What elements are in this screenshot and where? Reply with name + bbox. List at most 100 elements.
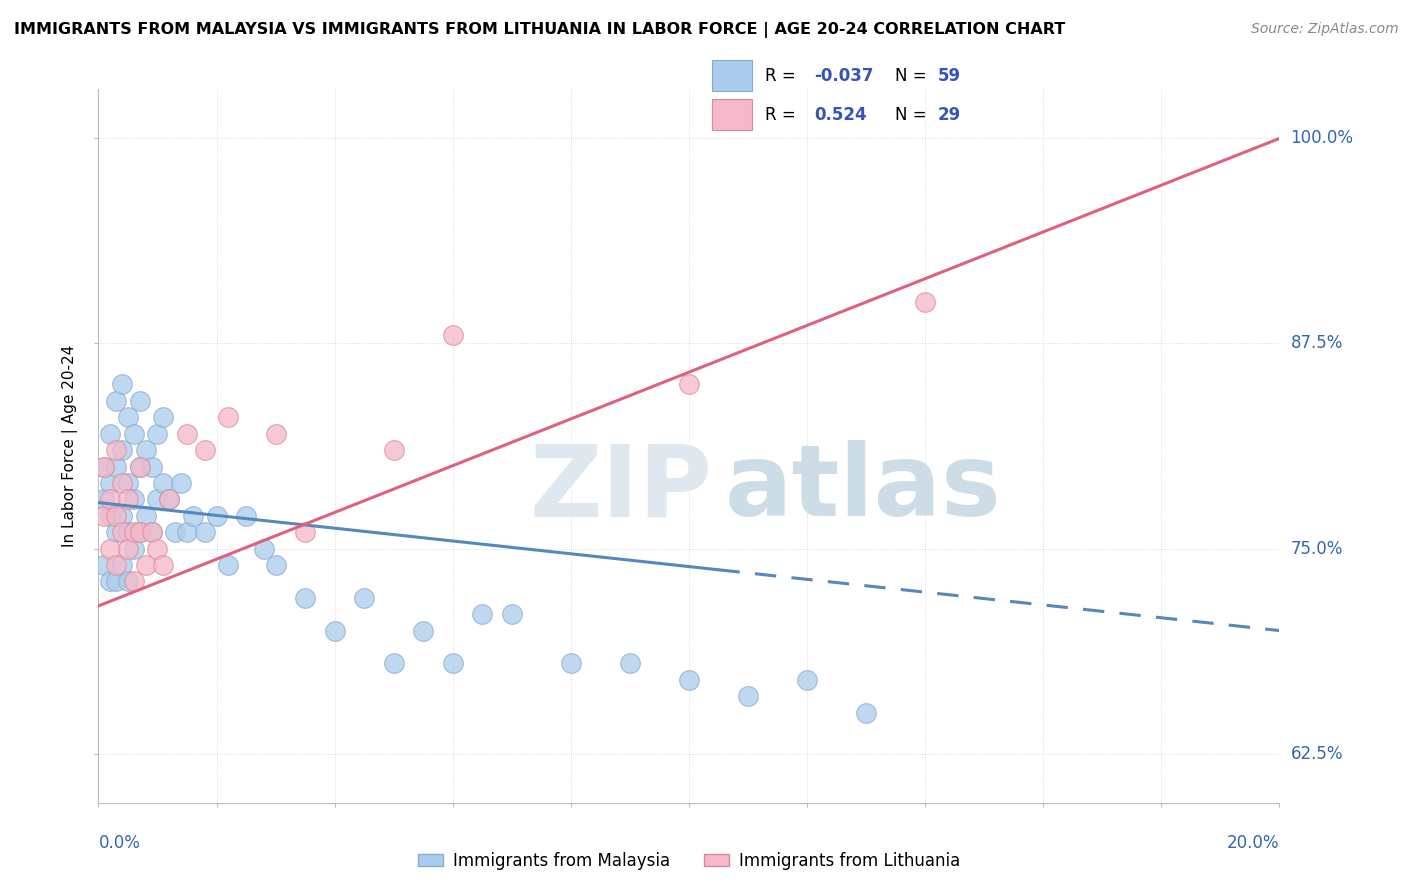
Point bbox=[105, 574, 128, 589]
Text: 75.0%: 75.0% bbox=[1291, 540, 1343, 558]
Point bbox=[128, 459, 150, 474]
Text: 62.5%: 62.5% bbox=[1291, 745, 1343, 763]
Point bbox=[117, 492, 139, 507]
Point bbox=[194, 443, 217, 458]
Point bbox=[98, 475, 121, 490]
Point bbox=[98, 426, 121, 441]
Point bbox=[135, 443, 157, 458]
Point bbox=[141, 525, 163, 540]
Point bbox=[128, 459, 150, 474]
Point bbox=[117, 475, 139, 490]
Point bbox=[264, 426, 287, 441]
Point bbox=[111, 377, 134, 392]
Point bbox=[122, 492, 145, 507]
Point bbox=[105, 459, 128, 474]
Point bbox=[157, 492, 180, 507]
Point bbox=[135, 558, 157, 572]
Point bbox=[181, 508, 204, 523]
Text: 29: 29 bbox=[938, 105, 962, 123]
Text: 100.0%: 100.0% bbox=[1291, 129, 1354, 147]
Text: IMMIGRANTS FROM MALAYSIA VS IMMIGRANTS FROM LITHUANIA IN LABOR FORCE | AGE 20-24: IMMIGRANTS FROM MALAYSIA VS IMMIGRANTS F… bbox=[14, 22, 1066, 38]
Point bbox=[235, 508, 257, 523]
Point bbox=[678, 377, 700, 392]
Point bbox=[146, 492, 169, 507]
Point bbox=[353, 591, 375, 605]
Point bbox=[93, 492, 115, 507]
Point bbox=[111, 558, 134, 572]
Point bbox=[165, 525, 187, 540]
Point bbox=[128, 393, 150, 408]
Point bbox=[135, 508, 157, 523]
Point bbox=[117, 410, 139, 425]
Point bbox=[152, 475, 174, 490]
Point bbox=[217, 558, 239, 572]
Text: 59: 59 bbox=[938, 67, 962, 85]
Point bbox=[98, 508, 121, 523]
Point bbox=[441, 657, 464, 671]
Point bbox=[323, 624, 346, 638]
Point bbox=[122, 541, 145, 556]
Text: Source: ZipAtlas.com: Source: ZipAtlas.com bbox=[1251, 22, 1399, 37]
Point bbox=[205, 508, 228, 523]
Legend: Immigrants from Malaysia, Immigrants from Lithuania: Immigrants from Malaysia, Immigrants fro… bbox=[412, 846, 966, 877]
Point bbox=[105, 443, 128, 458]
Point bbox=[141, 525, 163, 540]
Point bbox=[501, 607, 523, 622]
Point bbox=[146, 541, 169, 556]
Point bbox=[105, 558, 128, 572]
Point bbox=[105, 525, 128, 540]
Point bbox=[217, 410, 239, 425]
Y-axis label: In Labor Force | Age 20-24: In Labor Force | Age 20-24 bbox=[62, 345, 79, 547]
Point bbox=[382, 657, 405, 671]
Text: R =: R = bbox=[765, 105, 801, 123]
Point bbox=[98, 541, 121, 556]
Point bbox=[117, 574, 139, 589]
Point bbox=[194, 525, 217, 540]
Point bbox=[117, 541, 139, 556]
Point bbox=[678, 673, 700, 687]
Text: 0.0%: 0.0% bbox=[98, 834, 141, 852]
Point bbox=[117, 525, 139, 540]
Point bbox=[152, 558, 174, 572]
Point bbox=[176, 525, 198, 540]
Text: N =: N = bbox=[894, 105, 932, 123]
Point bbox=[441, 328, 464, 343]
Point bbox=[128, 525, 150, 540]
Point bbox=[111, 525, 134, 540]
Text: 0.524: 0.524 bbox=[814, 105, 868, 123]
Text: N =: N = bbox=[894, 67, 932, 85]
Point bbox=[105, 393, 128, 408]
Point bbox=[560, 657, 582, 671]
Point bbox=[294, 591, 316, 605]
Point bbox=[146, 426, 169, 441]
Point bbox=[98, 492, 121, 507]
Point bbox=[93, 558, 115, 572]
FancyBboxPatch shape bbox=[713, 61, 752, 91]
Point bbox=[122, 426, 145, 441]
Point bbox=[93, 459, 115, 474]
Point bbox=[382, 443, 405, 458]
Point bbox=[176, 426, 198, 441]
Text: -0.037: -0.037 bbox=[814, 67, 875, 85]
Point bbox=[111, 508, 134, 523]
FancyBboxPatch shape bbox=[713, 99, 752, 130]
Point bbox=[737, 689, 759, 703]
Point bbox=[796, 673, 818, 687]
Text: 87.5%: 87.5% bbox=[1291, 334, 1343, 352]
Point bbox=[471, 607, 494, 622]
Point bbox=[294, 525, 316, 540]
Point bbox=[141, 459, 163, 474]
Point bbox=[253, 541, 276, 556]
Point bbox=[122, 525, 145, 540]
Point bbox=[264, 558, 287, 572]
Text: 20.0%: 20.0% bbox=[1227, 834, 1279, 852]
Point bbox=[855, 706, 877, 720]
Text: ZIP: ZIP bbox=[530, 441, 713, 537]
Point bbox=[98, 574, 121, 589]
Point bbox=[157, 492, 180, 507]
Point bbox=[128, 525, 150, 540]
Point bbox=[152, 410, 174, 425]
Point bbox=[619, 657, 641, 671]
Point bbox=[105, 508, 128, 523]
Point bbox=[170, 475, 193, 490]
